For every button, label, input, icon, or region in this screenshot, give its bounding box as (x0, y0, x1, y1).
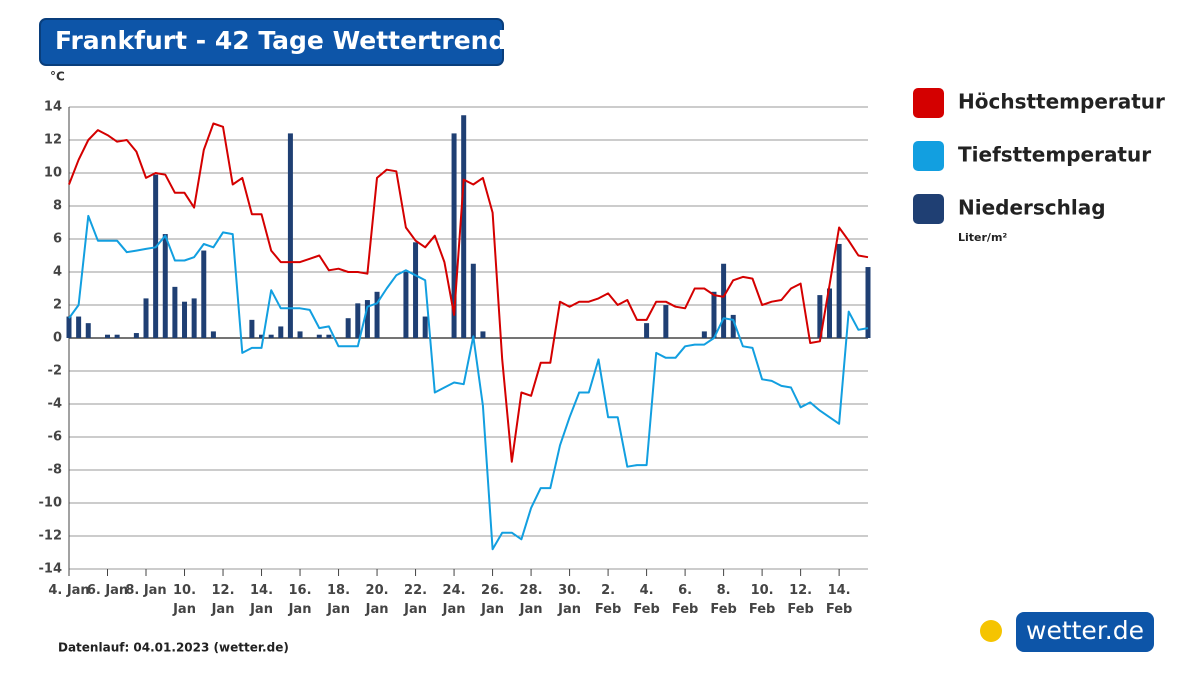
precipitation-bar (287, 133, 293, 338)
precipitation-bar (355, 303, 361, 338)
x-tick-label: 26. Jan (481, 583, 505, 617)
legend-unit: Liter/m² (958, 231, 1007, 244)
temperature-line (68, 214, 869, 551)
x-tick-label: 24. Jan (442, 583, 466, 617)
precipitation-bar (114, 334, 120, 338)
x-tick-label: 28. Jan (519, 583, 543, 617)
x-tick-label: 20. Jan (365, 583, 389, 617)
precipitation-bar (663, 305, 669, 338)
precipitation-bar (105, 334, 111, 338)
precipitation-bar (701, 331, 707, 338)
y-tick-label: -10 (39, 496, 63, 511)
precipitation-bar (817, 295, 823, 338)
precipitation-bar (210, 331, 216, 338)
x-tick-label: 6. Feb (671, 583, 699, 617)
precipitation-bar (826, 288, 832, 338)
y-tick-label: -12 (39, 529, 63, 544)
precipitation-bar (865, 267, 871, 338)
y-tick-label: 12 (44, 133, 62, 148)
precipitation-bar (191, 298, 197, 338)
precipitation-bar (470, 263, 476, 338)
precipitation-bar (162, 234, 168, 338)
legend-swatch (913, 194, 944, 224)
chart-title: Frankfurt - 42 Tage Wettertrend (55, 26, 506, 55)
legend-label: Tiefsttemperatur (958, 143, 1151, 167)
y-tick-label: 6 (53, 232, 62, 247)
precipitation-bar (297, 331, 303, 338)
precipitation-bar (422, 316, 428, 338)
precipitation-bar (172, 286, 178, 338)
precipitation-bar (345, 318, 351, 338)
sun (980, 620, 1002, 642)
y-tick-label: 2 (53, 298, 62, 313)
precipitation-bar (644, 323, 650, 338)
precipitation-bar (201, 250, 207, 338)
y-tick-label: 10 (44, 166, 62, 181)
precipitation-bar (326, 334, 332, 338)
precipitation-bar (413, 242, 419, 338)
x-tick-label: 8. Jan (125, 583, 167, 598)
x-tick-label: 14. Feb (825, 583, 853, 617)
precipitation-bar (480, 331, 486, 338)
x-tick-label: 4. Jan (48, 583, 90, 598)
x-tick-label: 4. Feb (633, 583, 660, 617)
precipitation-bar (836, 243, 842, 338)
precipitation-bar (259, 334, 265, 338)
precipitation-bar (451, 133, 457, 338)
legend-label: Niederschlag (958, 196, 1106, 220)
precipitation-bar (143, 298, 149, 338)
x-tick-label: 2. Feb (594, 583, 622, 617)
logo-box (1016, 612, 1154, 652)
precipitation-bar (268, 334, 274, 338)
y-tick-label: -6 (48, 430, 62, 445)
precipitation-bar (461, 115, 467, 338)
x-tick-label: 22. Jan (404, 583, 428, 617)
precipitation-bar (316, 334, 322, 338)
x-tick-label: 30. Jan (558, 583, 582, 617)
precipitation-bar (403, 272, 409, 338)
precipitation-bar (711, 291, 717, 338)
precipitation-bar (278, 326, 284, 338)
footnote: Datenlauf: 04.01.2023 (wetter.de) (58, 641, 289, 655)
x-tick-label: 10. Feb (748, 583, 776, 617)
precipitation-bar (85, 323, 91, 338)
precipitation-bar (76, 316, 82, 338)
x-tick-label: 16. Jan (288, 583, 312, 617)
x-tick-label: 14. Jan (250, 583, 274, 617)
x-tick-label: 12. Jan (211, 583, 235, 617)
precipitation-bar (66, 316, 72, 338)
precipitation-bar (364, 300, 370, 338)
y-tick-label: -8 (48, 463, 62, 478)
precipitation-bar (249, 319, 255, 338)
x-tick-label: 10. Jan (173, 583, 197, 617)
y-tick-label: 8 (53, 199, 62, 214)
legend-label: Höchsttemperatur (958, 90, 1165, 114)
y-tick-label: 14 (44, 100, 62, 115)
y-unit: °C (50, 70, 65, 84)
title-box (39, 18, 504, 66)
x-tick-label: 8. Feb (710, 583, 737, 617)
y-tick-label: 0 (53, 331, 62, 346)
precipitation-bar (182, 301, 188, 338)
x-tick-label: 12. Feb (787, 583, 814, 617)
precipitation-bar (133, 333, 139, 338)
y-tick-label: -2 (48, 364, 62, 379)
logo-text: wetter.de (1026, 616, 1144, 645)
legend-swatch (913, 141, 944, 171)
legend-swatch (913, 88, 944, 118)
precipitation-bar (721, 263, 727, 338)
logo: wetter.de (980, 612, 1154, 652)
precipitation-bar (730, 314, 736, 338)
x-tick-label: 18. Jan (327, 583, 351, 617)
y-tick-label: -4 (48, 397, 62, 412)
precipitation-bar (374, 291, 380, 338)
precipitation-bar (153, 174, 159, 338)
y-tick-label: 4 (53, 265, 62, 280)
temperature-line (68, 122, 869, 463)
y-tick-label: -14 (39, 562, 63, 577)
x-tick-label: 6. Jan (86, 583, 129, 598)
